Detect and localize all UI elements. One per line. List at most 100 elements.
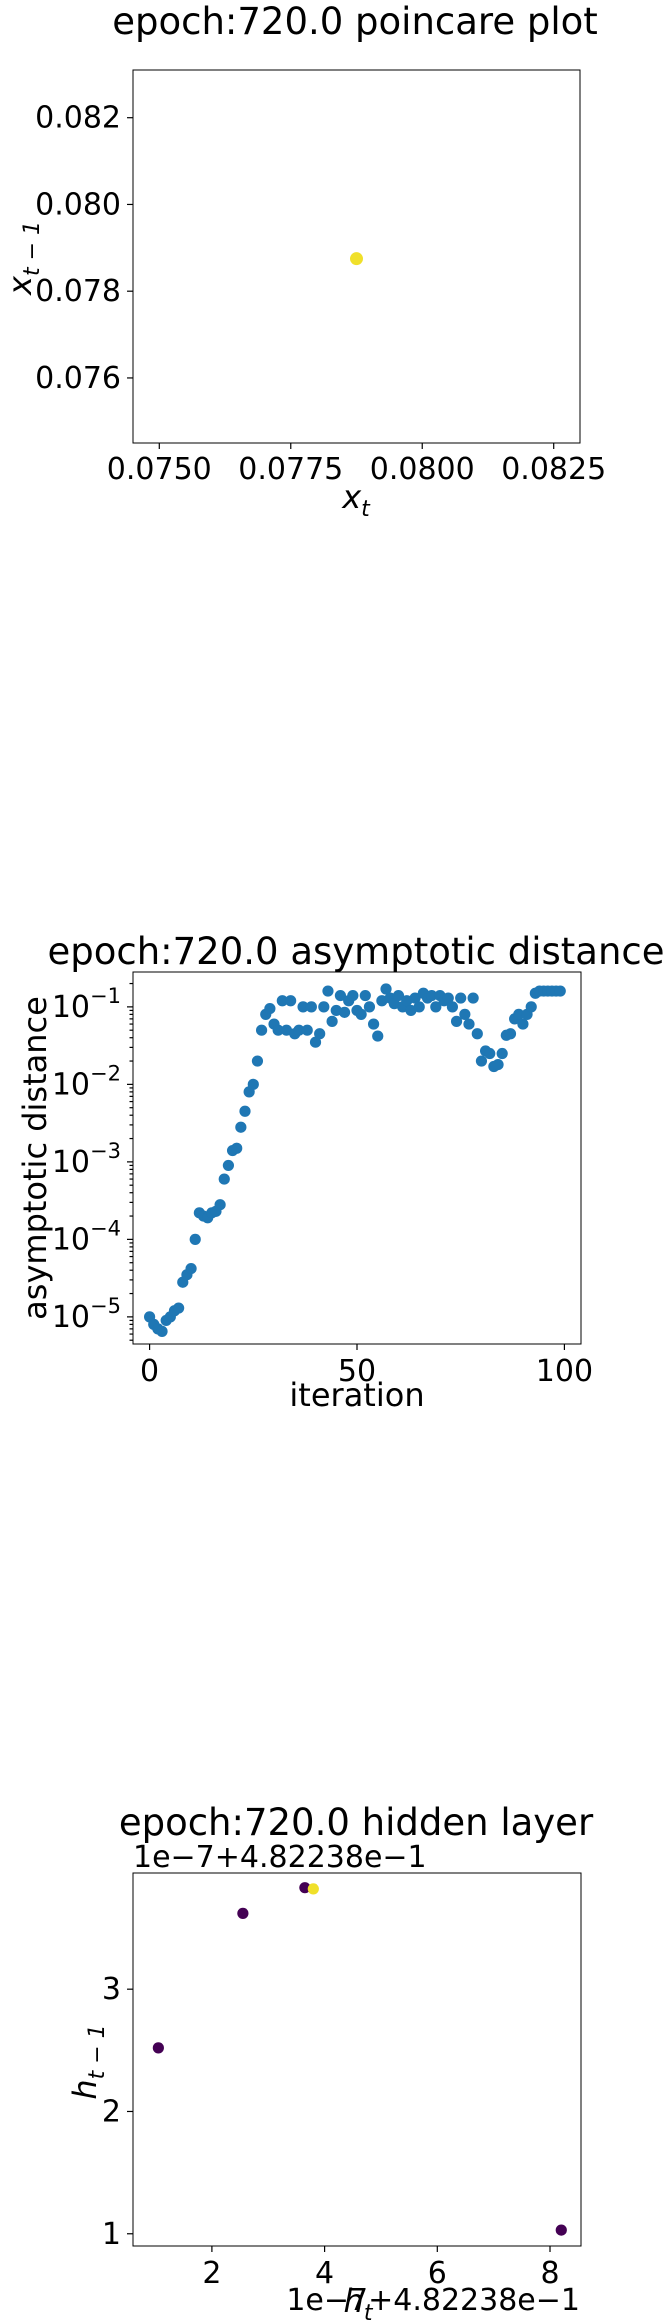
data-point	[471, 1028, 483, 1040]
data-point	[293, 1024, 305, 1036]
hidden-y-offset: 1e−7+4.82238e−1	[133, 1840, 427, 1875]
x-tick-label: 6	[428, 2256, 447, 2291]
x-tick-label: 50	[338, 1354, 376, 1389]
y-tick-label: 10−4	[52, 1216, 121, 1257]
data-point	[255, 1024, 268, 1036]
data-point	[239, 1105, 251, 1117]
y-tick-label: 10−3	[52, 1139, 121, 1180]
data-point	[463, 1018, 475, 1030]
asymptotic-axes-frame	[132, 971, 582, 1345]
data-point	[322, 985, 334, 997]
data-point	[251, 1055, 264, 1067]
data-point	[189, 1233, 201, 1245]
x-tick-label: 2	[202, 2256, 221, 2291]
data-point	[156, 1325, 168, 1337]
data-point	[455, 992, 467, 1004]
hidden-layer-plot: epoch:720.0 hidden layer 1e−7+4.82238e−1…	[66, 1801, 594, 2323]
y-tick-label: 10−1	[52, 984, 121, 1025]
asymptotic-ylabel: asymptotic distance	[16, 996, 54, 1320]
y-tick-label: 0.076	[35, 361, 121, 396]
data-point	[301, 1024, 313, 1036]
data-point	[305, 1001, 317, 1013]
data-point	[285, 995, 297, 1007]
data-point	[237, 1907, 249, 1919]
data-point	[214, 1199, 226, 1211]
data-point	[231, 1142, 243, 1154]
data-point	[525, 1001, 537, 1013]
poincare-plot: epoch:720.0 poincare plot 0.0750 0.0775 0.…	[1, 0, 606, 522]
asymptotic-distance-plot: epoch:720.0 asymptotic distance 0 50 100 10…	[16, 930, 663, 1414]
data-point	[264, 1003, 276, 1015]
data-point	[442, 992, 454, 1004]
data-point	[222, 1159, 235, 1172]
data-point	[475, 1055, 488, 1067]
y-tick-label: 10−2	[52, 1061, 121, 1102]
x-tick-label: 0.0825	[501, 452, 606, 487]
y-tick-label: 10−5	[52, 1294, 121, 1335]
data-point	[367, 1018, 380, 1030]
poincare-title: epoch:720.0 poincare plot	[112, 0, 598, 43]
data-point	[218, 1173, 230, 1185]
y-tick-label: 0.082	[35, 101, 121, 136]
data-point	[372, 1030, 384, 1042]
data-point	[513, 1008, 525, 1020]
data-point	[276, 995, 288, 1007]
asymptotic-title: epoch:720.0 asymptotic distance	[47, 930, 663, 973]
data-point	[185, 1262, 197, 1275]
x-tick-label: 100	[536, 1354, 593, 1389]
data-point	[235, 1121, 247, 1133]
data-point	[484, 1047, 496, 1060]
y-tick-label: 0.078	[35, 274, 121, 309]
data-point	[555, 2224, 567, 2236]
data-point	[430, 1001, 442, 1013]
data-point	[299, 1882, 311, 1894]
hidden-title: epoch:720.0 hidden layer	[119, 1801, 594, 1844]
poincare-axes-frame	[132, 69, 581, 444]
data-point	[309, 1036, 322, 1048]
poincare-ylabel: xt − 1	[1, 221, 45, 296]
data-point	[517, 1018, 529, 1030]
x-tick-label: 0.0775	[238, 452, 343, 487]
data-point	[318, 1001, 330, 1013]
data-point	[459, 1008, 471, 1020]
x-tick-label: 0.0750	[107, 452, 212, 487]
x-tick-label: 0	[140, 1354, 159, 1389]
hidden-ticks: 2 4 6 8 1 2 3	[102, 1972, 560, 2291]
data-point	[492, 1058, 504, 1071]
data-point	[426, 989, 438, 1002]
asymptotic-xlabel: iteration	[289, 1376, 424, 1414]
data-point	[554, 985, 566, 997]
data-point	[380, 983, 392, 995]
data-point	[347, 989, 359, 1002]
data-point	[363, 1001, 376, 1013]
poincare-points	[350, 252, 363, 266]
data-point	[297, 1001, 309, 1013]
data-point	[272, 1024, 284, 1036]
data-point	[392, 989, 405, 1002]
x-tick-label: 0.0800	[370, 452, 475, 487]
data-point	[338, 1006, 351, 1018]
data-point	[409, 992, 421, 1004]
data-point	[334, 989, 347, 1002]
data-point	[496, 1047, 508, 1060]
data-point	[450, 1015, 463, 1027]
hidden-axes-frame	[132, 1872, 582, 2247]
data-point	[359, 989, 371, 1002]
data-point	[173, 1302, 185, 1314]
data-point	[326, 1015, 338, 1027]
x-tick-label: 8	[540, 2256, 559, 2291]
data-point	[247, 1078, 259, 1090]
y-tick-label: 3	[102, 1972, 121, 2007]
data-point	[350, 252, 363, 266]
data-point	[467, 992, 479, 1004]
hidden-x-offset: 1e−7+4.82238e−1	[286, 2283, 580, 2318]
y-tick-label: 2	[102, 2094, 121, 2129]
data-point	[314, 1028, 326, 1040]
data-point	[152, 2042, 164, 2054]
x-tick-label: 4	[315, 2256, 334, 2291]
asymptotic-ticks: 0 50 100 10−5 10−4 10−3 10−2 10−1	[52, 982, 593, 1389]
data-point	[446, 1001, 459, 1013]
asymptotic-points	[143, 983, 566, 1337]
poincare-xlabel: xt	[341, 478, 371, 522]
